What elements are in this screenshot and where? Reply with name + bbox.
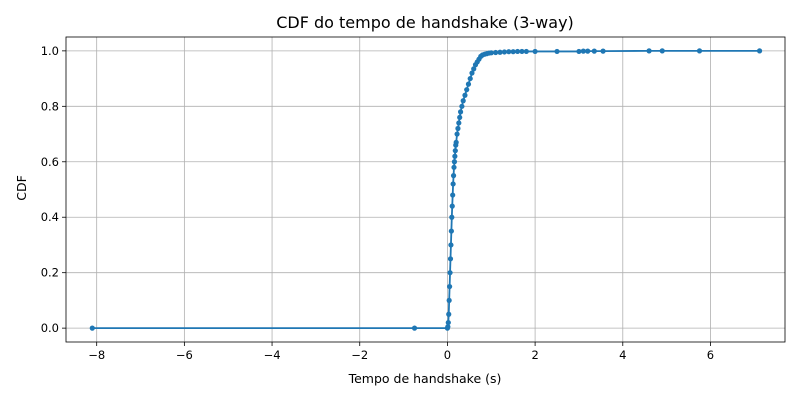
data-point (646, 48, 652, 54)
data-point (493, 49, 499, 56)
data-point (447, 256, 454, 262)
data-point (451, 164, 457, 170)
x-axis-title: Tempo de handshake (s) (348, 371, 502, 386)
data-point (462, 92, 468, 98)
data-point (447, 270, 453, 276)
data-point (585, 48, 591, 54)
data-point (514, 48, 521, 55)
x-tick-label: 4 (619, 348, 626, 362)
data-point (89, 325, 95, 331)
data-point (659, 48, 665, 54)
data-point (460, 98, 466, 104)
data-point (453, 139, 459, 145)
axes (62, 36, 786, 346)
data-point (580, 48, 586, 54)
data-point (450, 173, 457, 179)
data-point (457, 114, 463, 121)
data-point (459, 103, 465, 109)
tick-labels: −8 −6 −4 −2 0 2 4 6 0.0 0.2 0.4 0.6 0.8 1.0 (41, 44, 714, 362)
data-point (447, 283, 453, 290)
data-point (532, 48, 538, 55)
data-point (454, 131, 460, 137)
data-point (448, 242, 454, 248)
data-point (467, 75, 473, 82)
data-point (510, 49, 516, 55)
data-point (488, 50, 494, 56)
data-point (452, 148, 458, 154)
data-point (554, 48, 560, 55)
data-point (451, 159, 458, 165)
data-point (756, 48, 763, 54)
x-tick-label: 2 (531, 348, 538, 362)
series-line (92, 49, 760, 330)
data-point (469, 70, 475, 76)
y-tick-label: 0.4 (41, 210, 59, 224)
x-tick-label: 6 (707, 348, 714, 362)
y-axis-title: CDF (14, 175, 29, 201)
x-tick-label: 0 (444, 348, 451, 362)
plot-frame (65, 36, 786, 343)
data-point (519, 48, 525, 55)
data-point (452, 153, 458, 159)
x-tick-label: −6 (176, 348, 193, 362)
y-tick-label: 0.0 (41, 321, 59, 335)
x-tick-label: −2 (351, 348, 368, 362)
data-point (501, 49, 508, 55)
x-tick-label: −8 (88, 348, 105, 362)
data-point (455, 125, 461, 132)
data-point (576, 48, 582, 55)
data-point (446, 297, 452, 304)
data-point (465, 81, 472, 87)
data-point (497, 49, 503, 55)
data-point (448, 228, 454, 234)
data-point (696, 48, 703, 54)
data-point (450, 181, 456, 187)
data-point (445, 324, 451, 330)
series-group (89, 48, 763, 331)
data-point (411, 325, 418, 331)
data-point (449, 203, 455, 209)
data-point (464, 87, 470, 93)
data-point (471, 66, 477, 72)
data-point (446, 311, 452, 317)
data-point (523, 48, 529, 55)
data-point (457, 109, 464, 115)
y-tick-label: 0.2 (41, 266, 59, 280)
data-point (456, 120, 462, 126)
x-tick-label: −4 (264, 348, 281, 362)
data-point (449, 214, 455, 220)
y-tick-label: 0.6 (41, 155, 59, 169)
data-point (591, 48, 597, 54)
data-point (450, 192, 456, 198)
data-point (600, 48, 606, 54)
chart-title: CDF do tempo de handshake (3-way) (276, 13, 574, 32)
y-tick-label: 0.8 (41, 99, 59, 113)
data-point (445, 319, 451, 326)
y-tick-label: 1.0 (41, 44, 59, 58)
data-point (506, 49, 512, 55)
